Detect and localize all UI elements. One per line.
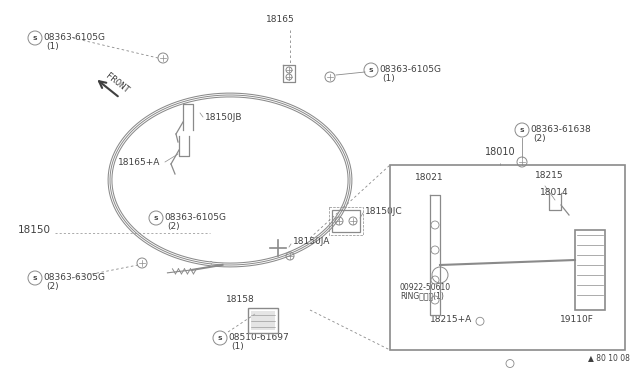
- Text: FRONT: FRONT: [104, 71, 131, 95]
- Text: 18158: 18158: [226, 295, 254, 304]
- Text: S: S: [218, 336, 222, 340]
- Text: (1): (1): [382, 74, 395, 83]
- Bar: [390, 165, 625, 350]
- Text: 18150JB: 18150JB: [205, 112, 243, 122]
- Text: 18215+A: 18215+A: [430, 315, 472, 324]
- Bar: [329, 207, 363, 235]
- Text: 18215: 18215: [535, 171, 564, 180]
- Text: RINGリング(1): RINGリング(1): [400, 291, 444, 300]
- Text: S: S: [33, 35, 37, 41]
- Text: 18150: 18150: [18, 225, 51, 235]
- Bar: [332, 210, 360, 232]
- Text: S: S: [520, 128, 524, 132]
- Text: 19110F: 19110F: [560, 315, 594, 324]
- Text: ▲ 80 10 08: ▲ 80 10 08: [588, 353, 630, 362]
- Text: 08510-61697: 08510-61697: [228, 333, 289, 341]
- Text: 18165+A: 18165+A: [118, 158, 161, 167]
- Text: 18021: 18021: [415, 173, 444, 182]
- Text: S: S: [154, 215, 158, 221]
- Bar: [575, 230, 605, 310]
- Text: (2): (2): [46, 282, 59, 291]
- Text: 08363-61638: 08363-61638: [530, 125, 591, 134]
- Text: 00922-50610: 00922-50610: [400, 283, 451, 292]
- Text: 08363-6105G: 08363-6105G: [43, 32, 105, 42]
- Text: (1): (1): [231, 341, 244, 350]
- Text: 08363-6105G: 08363-6105G: [164, 212, 226, 221]
- Text: S: S: [33, 276, 37, 280]
- Text: 18165: 18165: [266, 15, 294, 24]
- Text: (2): (2): [533, 134, 546, 142]
- Text: S: S: [369, 67, 373, 73]
- Text: 08363-6105G: 08363-6105G: [379, 64, 441, 74]
- Bar: [248, 308, 278, 333]
- Text: 08363-6305G: 08363-6305G: [43, 273, 105, 282]
- Bar: [251, 311, 275, 330]
- Text: 18014: 18014: [540, 188, 568, 197]
- Text: 18150JC: 18150JC: [365, 208, 403, 217]
- Text: 18150JA: 18150JA: [293, 237, 330, 247]
- Text: 18010: 18010: [484, 147, 515, 157]
- Text: (1): (1): [46, 42, 59, 51]
- Text: (2): (2): [167, 221, 180, 231]
